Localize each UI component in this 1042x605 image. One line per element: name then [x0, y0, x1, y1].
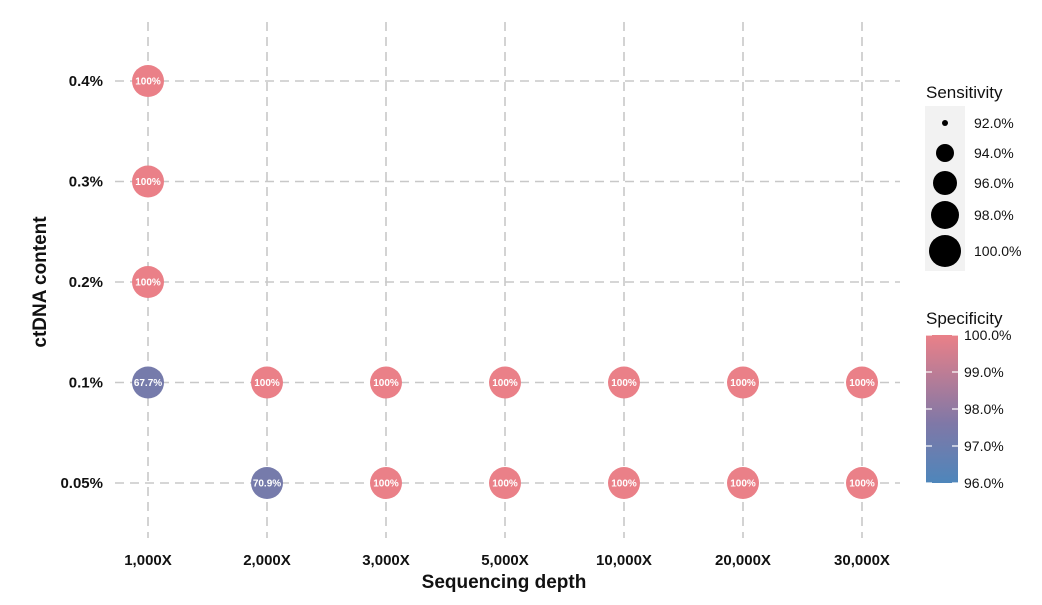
color-legend-label: 100.0% — [964, 327, 1011, 343]
data-point — [608, 467, 640, 499]
y-tick-label: 0.4% — [69, 73, 103, 90]
data-point — [727, 366, 759, 399]
data-point-label: 100% — [730, 378, 756, 389]
data-point — [132, 366, 164, 399]
data-point-label: 100% — [135, 77, 161, 88]
y-tick-label: 0.3% — [69, 174, 103, 191]
data-point-label: 100% — [135, 177, 161, 188]
x-tick-label: 1,000X — [124, 552, 172, 569]
data-point — [489, 366, 521, 399]
data-point-label: 100% — [849, 479, 875, 490]
size-legend-swatch — [936, 144, 954, 162]
size-legend-label: 94.0% — [974, 145, 1014, 161]
data-points — [132, 65, 878, 499]
color-legend-label: 96.0% — [964, 475, 1004, 491]
data-point — [251, 366, 283, 399]
color-legend: Specificity 100.0% 99.0% 98.0% 97.0% 96.0% — [926, 309, 1011, 491]
data-point — [489, 467, 521, 499]
size-legend-swatch — [931, 201, 959, 229]
x-tick-labels: 1,000X 2,000X 3,000X 5,000X 10,000X 20,000X 30… — [124, 552, 890, 569]
data-point — [132, 165, 164, 198]
data-point — [370, 366, 402, 399]
y-tick-label: 0.05% — [60, 475, 103, 492]
size-legend: Sensitivity 92.0% 94.0% 96.0% 98.0% 100.0% — [925, 83, 1021, 271]
color-legend-label: 98.0% — [964, 401, 1004, 417]
data-point — [132, 266, 164, 298]
data-point — [727, 467, 759, 499]
data-point-label: 100% — [611, 479, 637, 490]
data-point — [132, 65, 164, 97]
data-point — [846, 366, 878, 399]
data-point — [251, 467, 283, 499]
size-legend-swatch — [929, 235, 961, 267]
data-point-label: 100% — [254, 378, 280, 389]
x-tick-label: 2,000X — [243, 552, 291, 569]
x-tick-label: 20,000X — [715, 552, 771, 569]
data-point-label: 100% — [611, 378, 637, 389]
data-point — [846, 467, 878, 499]
data-point-label: 100% — [135, 278, 161, 289]
size-legend-swatch — [942, 120, 948, 126]
y-axis-title: ctDNA content — [30, 216, 51, 348]
x-tick-label: 3,000X — [362, 552, 410, 569]
size-legend-label: 98.0% — [974, 207, 1014, 223]
size-legend-items: 92.0% 94.0% 96.0% 98.0% 100.0% — [929, 115, 1021, 267]
data-point-label: 67.7% — [134, 378, 162, 389]
size-legend-title: Sensitivity — [926, 83, 1003, 102]
color-legend-label: 97.0% — [964, 438, 1004, 454]
y-tick-label: 0.2% — [69, 274, 103, 291]
data-point-label: 70.9% — [253, 479, 281, 490]
data-point-label: 100% — [492, 479, 518, 490]
data-point-label: 100% — [373, 479, 399, 490]
x-axis-title: Sequencing depth — [422, 572, 587, 593]
grid — [115, 22, 900, 538]
x-tick-label: 30,000X — [834, 552, 890, 569]
color-legend-title: Specificity — [926, 309, 1003, 328]
data-point-label: 100% — [492, 378, 518, 389]
size-legend-swatch — [933, 171, 957, 195]
color-legend-label: 99.0% — [964, 364, 1004, 380]
data-point-label: 100% — [373, 378, 399, 389]
data-point-label: 100% — [849, 378, 875, 389]
color-legend-ticks: 100.0% 99.0% 98.0% 97.0% 96.0% — [926, 327, 1011, 491]
data-point-labels: 100% 100% 100% 67.7% 100% 100% 100% 100% 100% 100… — [134, 77, 875, 490]
y-tick-labels: 0.05% 0.1% 0.2% 0.3% 0.4% — [60, 73, 103, 492]
size-legend-label: 96.0% — [974, 175, 1014, 191]
x-tick-label: 10,000X — [596, 552, 652, 569]
data-point — [370, 467, 402, 499]
size-legend-label: 100.0% — [974, 243, 1021, 259]
data-point-label: 100% — [730, 479, 756, 490]
y-tick-label: 0.1% — [69, 375, 103, 392]
data-point — [608, 366, 640, 399]
size-legend-label: 92.0% — [974, 115, 1014, 131]
x-tick-label: 5,000X — [481, 552, 529, 569]
